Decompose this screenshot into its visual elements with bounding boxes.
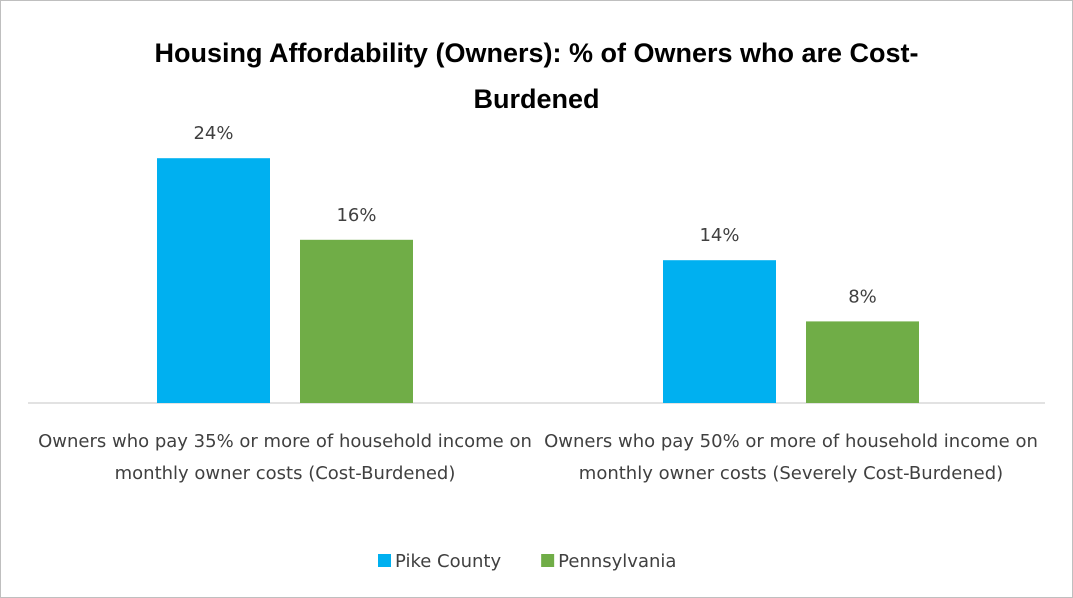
data-label: 24%: [193, 123, 233, 144]
data-label: 8%: [848, 286, 877, 307]
x-tick-label: Owners who pay 35% or more of household …: [38, 431, 532, 484]
legend-swatch: [378, 554, 391, 567]
data-label: 16%: [336, 205, 376, 226]
chart-title: Housing Affordability (Owners): % of Own…: [154, 38, 919, 114]
legend-label: Pennsylvania: [558, 551, 676, 572]
legend-swatch: [541, 554, 555, 567]
bar: [300, 239, 413, 403]
bar: [157, 158, 270, 403]
bar: [663, 260, 776, 403]
data-label: 14%: [699, 225, 739, 246]
bar: [806, 321, 919, 403]
x-tick-label: Owners who pay 50% or more of household …: [544, 431, 1038, 484]
legend-label: Pike County: [395, 551, 501, 572]
